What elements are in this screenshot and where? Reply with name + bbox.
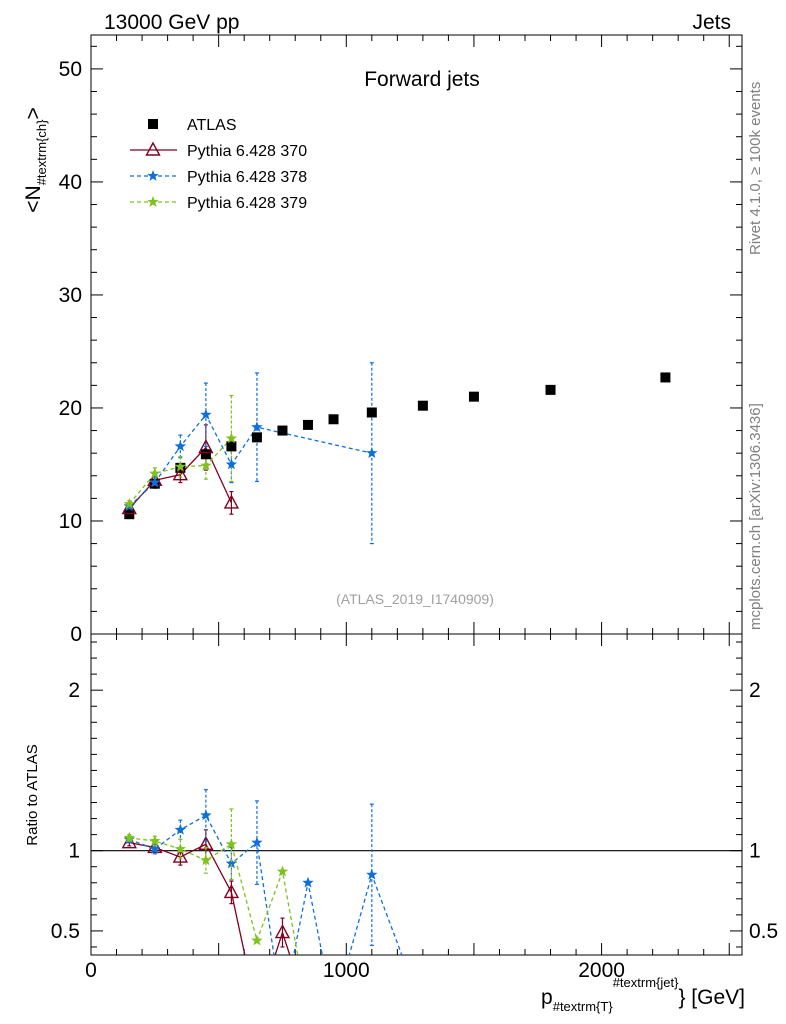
data-point-pythia-6-428-379	[149, 467, 161, 479]
legend-label-pythia-6-428-379: Pythia 6.428 379	[187, 195, 307, 212]
data-point-pythia-6-428-379	[174, 460, 187, 472]
data-point-pythia-6-428-378	[366, 447, 378, 458]
ratio-y-tick-label-right: 2	[749, 679, 761, 702]
ratio-point-pythia-6-428-370	[274, 924, 291, 939]
legend: ATLAS Pythia 6.428 370 Pythia 6.428 378 Pyt…	[130, 117, 307, 212]
legend-marker-pythia-6-428-370	[145, 141, 161, 156]
data-point-pythia-6-428-370	[172, 466, 189, 481]
y-tick-label: 30	[59, 284, 82, 307]
y-axis-label-main: <N	[22, 185, 45, 212]
y-tick-label: 0	[70, 623, 82, 646]
ratio-point-pythia-6-428-379	[225, 838, 238, 850]
ratio-y-tick-label-right: 1	[749, 840, 761, 863]
legend-label-pythia-6-428-378: Pythia 6.428 378	[187, 169, 307, 186]
ratio-point-pythia-6-428-378	[366, 868, 378, 880]
ratio-y-tick-label: 0.5	[51, 920, 80, 943]
x-axis-title: p#textrm{T} #textrm{jet}} [GeV]	[541, 975, 745, 1014]
series-line-pythia-6-428-378	[128, 413, 372, 507]
ratio-point-pythia-6-428-378	[251, 836, 263, 848]
x-axis-label-main: p	[541, 986, 553, 1009]
x-axis-label-sup: #textrm{jet}	[613, 975, 679, 990]
x-tick-label: 2000	[578, 959, 625, 982]
data-point-pythia-6-428-370	[223, 494, 240, 509]
ratio-axis-ticks: 0 1000 2000 0.5 0.5 1 1 2 2	[51, 634, 778, 982]
ratio-y-axis-label: Ratio to ATLAS	[24, 744, 41, 845]
ratio-point-pythia-6-428-379	[123, 831, 135, 843]
legend-marker-pythia-6-428-379	[147, 196, 159, 207]
ratio-point-pythia-6-428-379	[174, 843, 187, 854]
data-point-atlas	[226, 441, 237, 452]
x-axis-label-unit: } [GeV]	[678, 986, 745, 1009]
y-axis-label-end: >	[22, 107, 45, 119]
rivet-label: Rivet 4.1.0, ≥ 100k events	[747, 82, 764, 255]
ratio-point-pythia-6-428-378	[225, 857, 238, 869]
x-axis-label-sub: #textrm{T}	[553, 999, 614, 1014]
x-tick-label: 1000	[323, 959, 370, 982]
ratio-line-pythia-6-428-379	[129, 837, 299, 955]
data-point-pythia-6-428-378	[149, 476, 161, 488]
ratio-point-pythia-6-428-378	[200, 809, 212, 821]
ratio-point-pythia-6-428-370	[172, 848, 189, 863]
ratio-y-tick-label: 1	[68, 840, 80, 863]
y-tick-label: 50	[59, 58, 82, 81]
ratio-point-pythia-6-428-379	[251, 934, 263, 946]
data-point-atlas	[277, 425, 288, 436]
main-panel: 0 10 20 30 40 50 Forward jets (ATLAS_2019_I17…	[59, 34, 743, 646]
data-point-pythia-6-428-378	[225, 458, 238, 470]
legend-label-atlas: ATLAS	[187, 117, 237, 134]
ratio-point-pythia-6-428-378	[149, 843, 161, 854]
ratio-point-pythia-6-428-378	[302, 876, 314, 888]
ratio-plot-area	[91, 789, 742, 955]
ratio-point-pythia-6-428-379	[200, 854, 212, 866]
y-axis-title: <N#textrm{ch}>	[22, 107, 49, 212]
y-tick-label: 20	[59, 397, 82, 420]
analysis-label: (ATLAS_2019_I1740909)	[336, 591, 494, 607]
ratio-frame	[90, 633, 743, 956]
data-point-atlas	[545, 384, 556, 395]
y-tick-label: 10	[59, 510, 82, 533]
data-point-pythia-6-428-370	[121, 500, 137, 515]
ratio-line-pythia-6-428-378	[129, 814, 403, 955]
ratio-point-pythia-6-428-379	[276, 865, 289, 877]
data-point-pythia-6-428-378	[251, 421, 263, 432]
data-point-atlas	[468, 391, 479, 402]
data-point-pythia-6-428-378	[200, 408, 212, 420]
data-point-pythia-6-428-379	[123, 498, 135, 509]
data-point-atlas	[200, 449, 211, 460]
data-point-atlas	[660, 372, 671, 383]
data-point-atlas	[251, 432, 262, 443]
data-point-atlas	[366, 407, 377, 418]
legend-marker-atlas	[148, 119, 158, 129]
svg-text:<N#textrm{ch}>: <N#textrm{ch}>	[22, 107, 49, 212]
data-point-pythia-6-428-379	[225, 432, 238, 444]
ratio-y-tick-label: 2	[68, 679, 80, 702]
legend-marker-pythia-6-428-378	[147, 170, 159, 181]
data-point-pythia-6-428-379	[200, 459, 212, 471]
data-point-pythia-6-428-370	[198, 439, 214, 454]
ratio-point-pythia-6-428-370	[121, 834, 137, 849]
ratio-point-pythia-6-428-378	[174, 823, 187, 835]
legend-label-pythia-6-428-370: Pythia 6.428 370	[187, 143, 307, 160]
data-point-pythia-6-428-378	[174, 440, 187, 452]
chart-title: Forward jets	[364, 68, 480, 91]
main-axis-ticks: 0 10 20 30 40 50	[59, 35, 742, 646]
y-tick-label: 40	[59, 171, 82, 194]
data-point-atlas	[417, 400, 428, 411]
x-tick-label: 0	[85, 959, 97, 982]
ratio-point-pythia-6-428-370	[223, 883, 240, 899]
header-right: Jets	[692, 11, 731, 34]
mcplots-label: mcplots.cern.ch [arXiv:1306.3436]	[747, 403, 764, 630]
ratio-panel: 0 1000 2000 0.5 0.5 1 1 2 2	[51, 633, 778, 982]
ratio-y-tick-label-right: 0.5	[749, 920, 778, 943]
data-point-pythia-6-428-370	[147, 471, 163, 486]
y-axis-label-sub: #textrm{ch}	[34, 119, 49, 185]
data-point-atlas	[328, 414, 339, 425]
header-left: 13000 GeV pp	[104, 11, 239, 34]
ratio-point-pythia-6-428-379	[149, 835, 161, 846]
main-plot-area	[121, 362, 671, 545]
data-point-atlas	[303, 419, 313, 430]
